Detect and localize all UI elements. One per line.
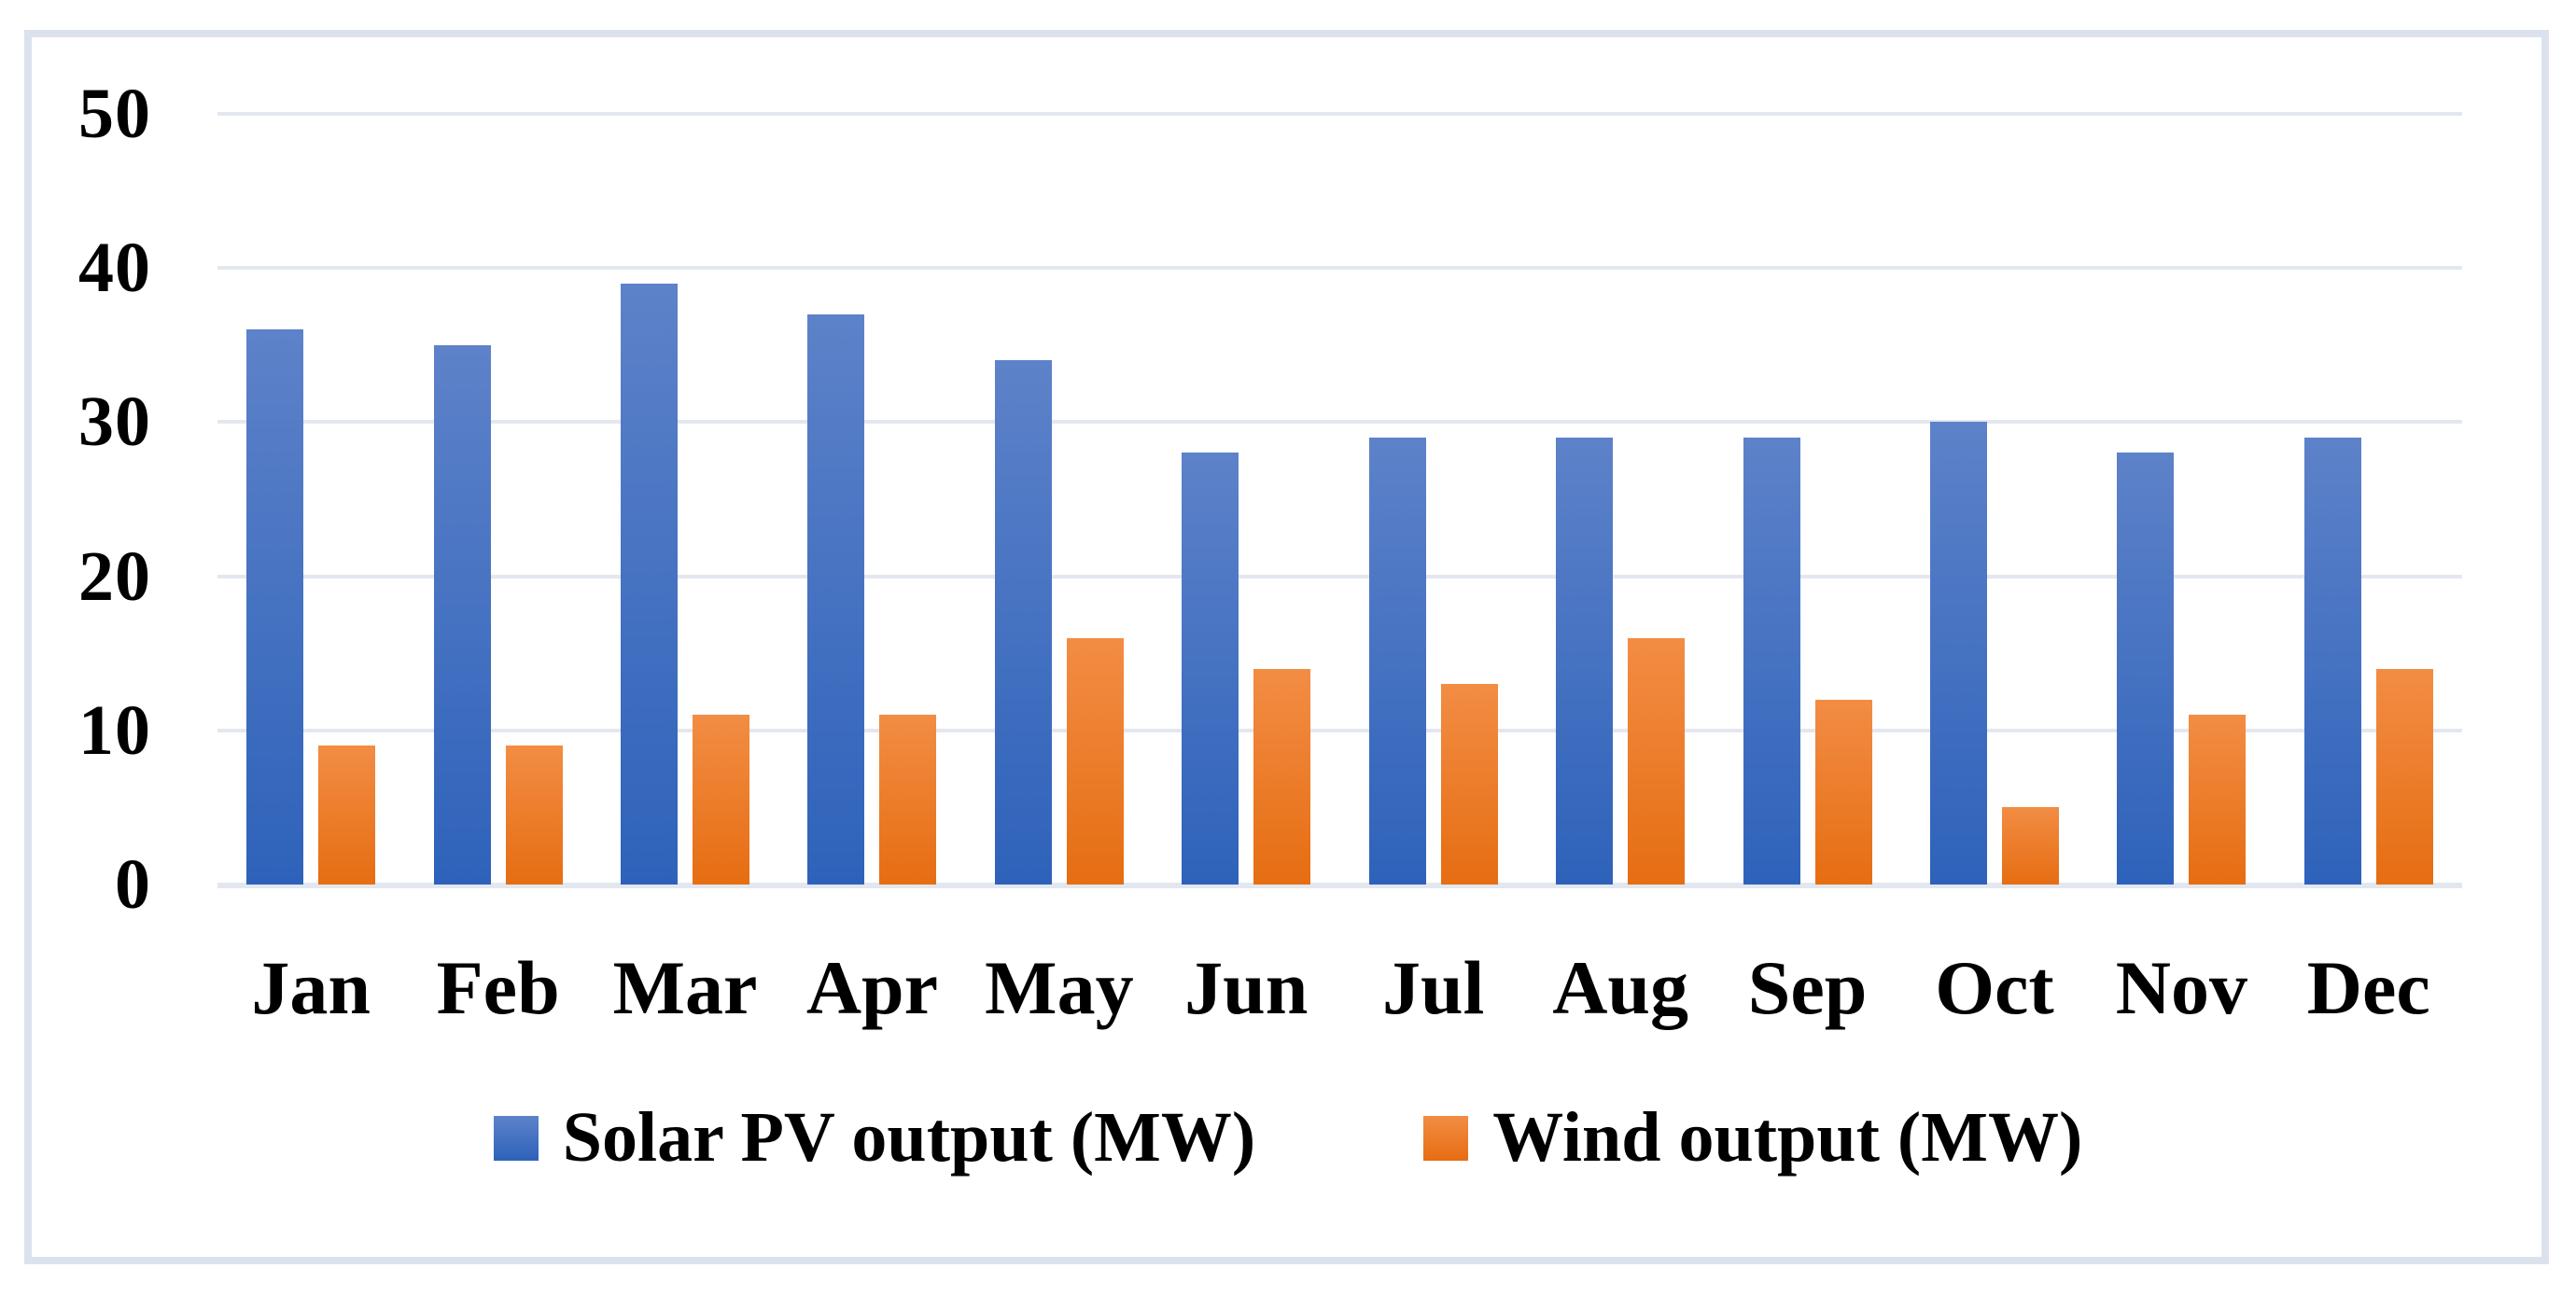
bar-solar-apr (807, 314, 865, 885)
bar-solar-jul (1368, 437, 1426, 885)
bar-wind-jul (1440, 684, 1498, 885)
bar-wind-aug (1628, 637, 1686, 885)
bar-solar-may (994, 360, 1052, 885)
x-axis-label-mar: Mar (612, 945, 758, 1030)
x-axis-label-feb: Feb (436, 945, 560, 1030)
gridline-10 (217, 728, 2462, 732)
bar-solar-aug (1556, 437, 1614, 885)
bar-wind-feb (505, 746, 563, 885)
legend-item-wind: Wind output (MW) (1423, 1098, 2083, 1178)
bar-wind-sep (1814, 699, 1872, 885)
bar-solar-feb (433, 344, 491, 885)
gridline-50 (217, 112, 2462, 116)
legend-label-wind: Wind output (MW) (1492, 1098, 2083, 1177)
bar-solar-oct (1929, 422, 1987, 885)
x-axis-line (217, 883, 2462, 888)
bar-solar-sep (1743, 437, 1800, 885)
bar-solar-jun (1182, 453, 1239, 885)
x-axis-label-jan: Jan (251, 945, 371, 1030)
y-axis-label-50: 50 (78, 75, 151, 153)
x-axis-label-dec: Dec (2306, 945, 2430, 1030)
bar-wind-jun (1253, 668, 1311, 885)
gridline-40 (217, 266, 2462, 271)
bar-solar-mar (621, 283, 679, 885)
y-axis-label-40: 40 (78, 229, 151, 308)
x-axis-label-jun: Jun (1184, 945, 1309, 1030)
legend-label-solar: Solar PV output (MW) (562, 1098, 1256, 1177)
legend: Solar PV output (MW) Wind output (MW) (0, 1098, 2576, 1178)
plot-area (217, 112, 2462, 888)
y-axis-label-30: 30 (78, 383, 151, 462)
bar-solar-jan (246, 329, 304, 885)
bar-wind-dec (2375, 668, 2433, 885)
legend-swatch-solar (493, 1115, 539, 1161)
x-axis-label-aug: Aug (1552, 945, 1689, 1030)
bar-wind-oct (2001, 807, 2059, 885)
bar-solar-dec (2303, 437, 2361, 885)
bar-wind-mar (693, 715, 750, 885)
bar-wind-jan (318, 746, 376, 885)
gridline-20 (217, 574, 2462, 578)
bar-wind-may (1066, 637, 1124, 885)
gridline-30 (217, 420, 2462, 425)
x-axis-label-oct: Oct (1935, 945, 2054, 1030)
x-axis-label-jul: Jul (1382, 945, 1485, 1030)
bar-wind-apr (879, 715, 937, 885)
bar-wind-nov (2189, 715, 2247, 885)
x-axis-label-apr: Apr (805, 945, 939, 1030)
legend-swatch-wind (1423, 1115, 1469, 1161)
x-axis-label-nov: Nov (2115, 945, 2247, 1030)
x-axis-label-sep: Sep (1747, 945, 1868, 1030)
y-axis-label-10: 10 (78, 690, 151, 770)
legend-item-solar: Solar PV output (MW) (493, 1098, 1256, 1178)
y-axis-label-0: 0 (115, 845, 151, 924)
bar-solar-nov (2117, 453, 2175, 885)
y-axis-label-20: 20 (78, 537, 151, 616)
x-axis-label-may: May (985, 945, 1134, 1030)
